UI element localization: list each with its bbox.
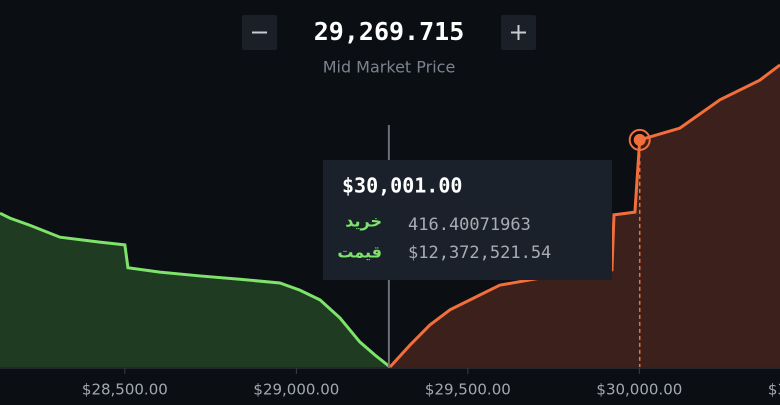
- tooltip-row-label: قيمت: [337, 243, 382, 262]
- subtitle: Mid Market Price: [323, 58, 456, 77]
- tooltip-row-value: 416.40071963: [408, 215, 531, 235]
- depth-area: [0, 213, 390, 367]
- minus-button[interactable]: [242, 15, 277, 50]
- tooltip: $30,001.00 خريد 416.40071963 قيمت $12,37…: [323, 160, 612, 280]
- tooltip-row-value: $12,372,521.54: [408, 243, 551, 263]
- x-tick-label: $29,500.00: [425, 381, 511, 399]
- x-tick-label: $29,000.00: [253, 381, 339, 399]
- x-tick-label: $30,500.00: [768, 381, 780, 399]
- tooltip-price: $30,001.00: [342, 174, 462, 198]
- x-tick-label: $30,000.00: [596, 381, 682, 399]
- plus-button[interactable]: [501, 15, 536, 50]
- tooltip-box: [323, 160, 612, 280]
- tooltip-row-label: خريد: [345, 212, 382, 231]
- hover-point: [633, 133, 646, 146]
- hover-ring: [628, 128, 651, 151]
- x-tick-label: $28,500.00: [82, 381, 168, 399]
- plot: [0, 63, 780, 369]
- mid-price: 29,269.715: [314, 17, 465, 46]
- depth-line: [0, 211, 391, 369]
